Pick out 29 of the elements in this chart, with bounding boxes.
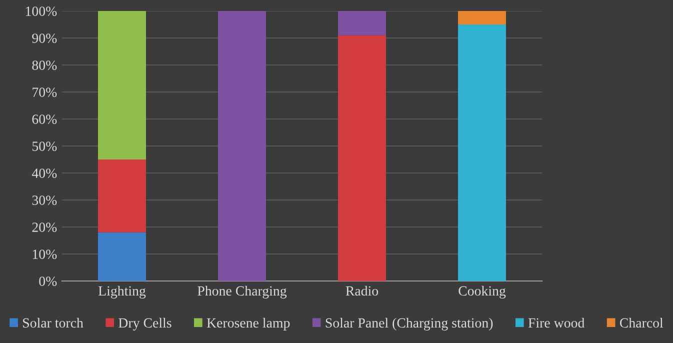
legend-label: Fire wood <box>528 318 585 328</box>
legend-label: Solar torch <box>23 318 84 328</box>
bar <box>338 35 386 281</box>
y-tick-label: 0% <box>39 276 57 286</box>
x-tick-label: Phone Charging <box>198 286 287 298</box>
bar <box>458 24 506 281</box>
x-tick-label: Cooking <box>458 286 506 298</box>
y-tick-label: 20% <box>32 222 57 232</box>
bar <box>98 11 146 160</box>
y-tick-label: 60% <box>32 114 57 124</box>
x-tick-label: Lighting <box>98 286 146 298</box>
y-tick-label: 10% <box>32 250 57 259</box>
legend-label: Kerosene lamp <box>206 318 290 330</box>
bar <box>98 160 146 232</box>
bar <box>338 11 386 36</box>
y-tick-label: 90% <box>32 34 57 43</box>
legend-label: Dry Cells <box>118 318 172 330</box>
y-tick-label: 30% <box>32 196 57 205</box>
legend-label: Charcol <box>620 318 664 328</box>
y-tick-label: 100% <box>26 6 57 16</box>
bar <box>98 232 146 281</box>
y-tick-label: 70% <box>32 88 57 97</box>
y-tick-label: 40% <box>32 168 57 178</box>
bar <box>458 11 506 24</box>
bar <box>218 11 266 281</box>
x-tick-label: Radio <box>346 286 378 296</box>
legend-label: Solar Panel (Charging station) <box>326 318 493 330</box>
y-tick-label: 80% <box>32 60 57 70</box>
y-tick-label: 50% <box>32 142 57 151</box>
